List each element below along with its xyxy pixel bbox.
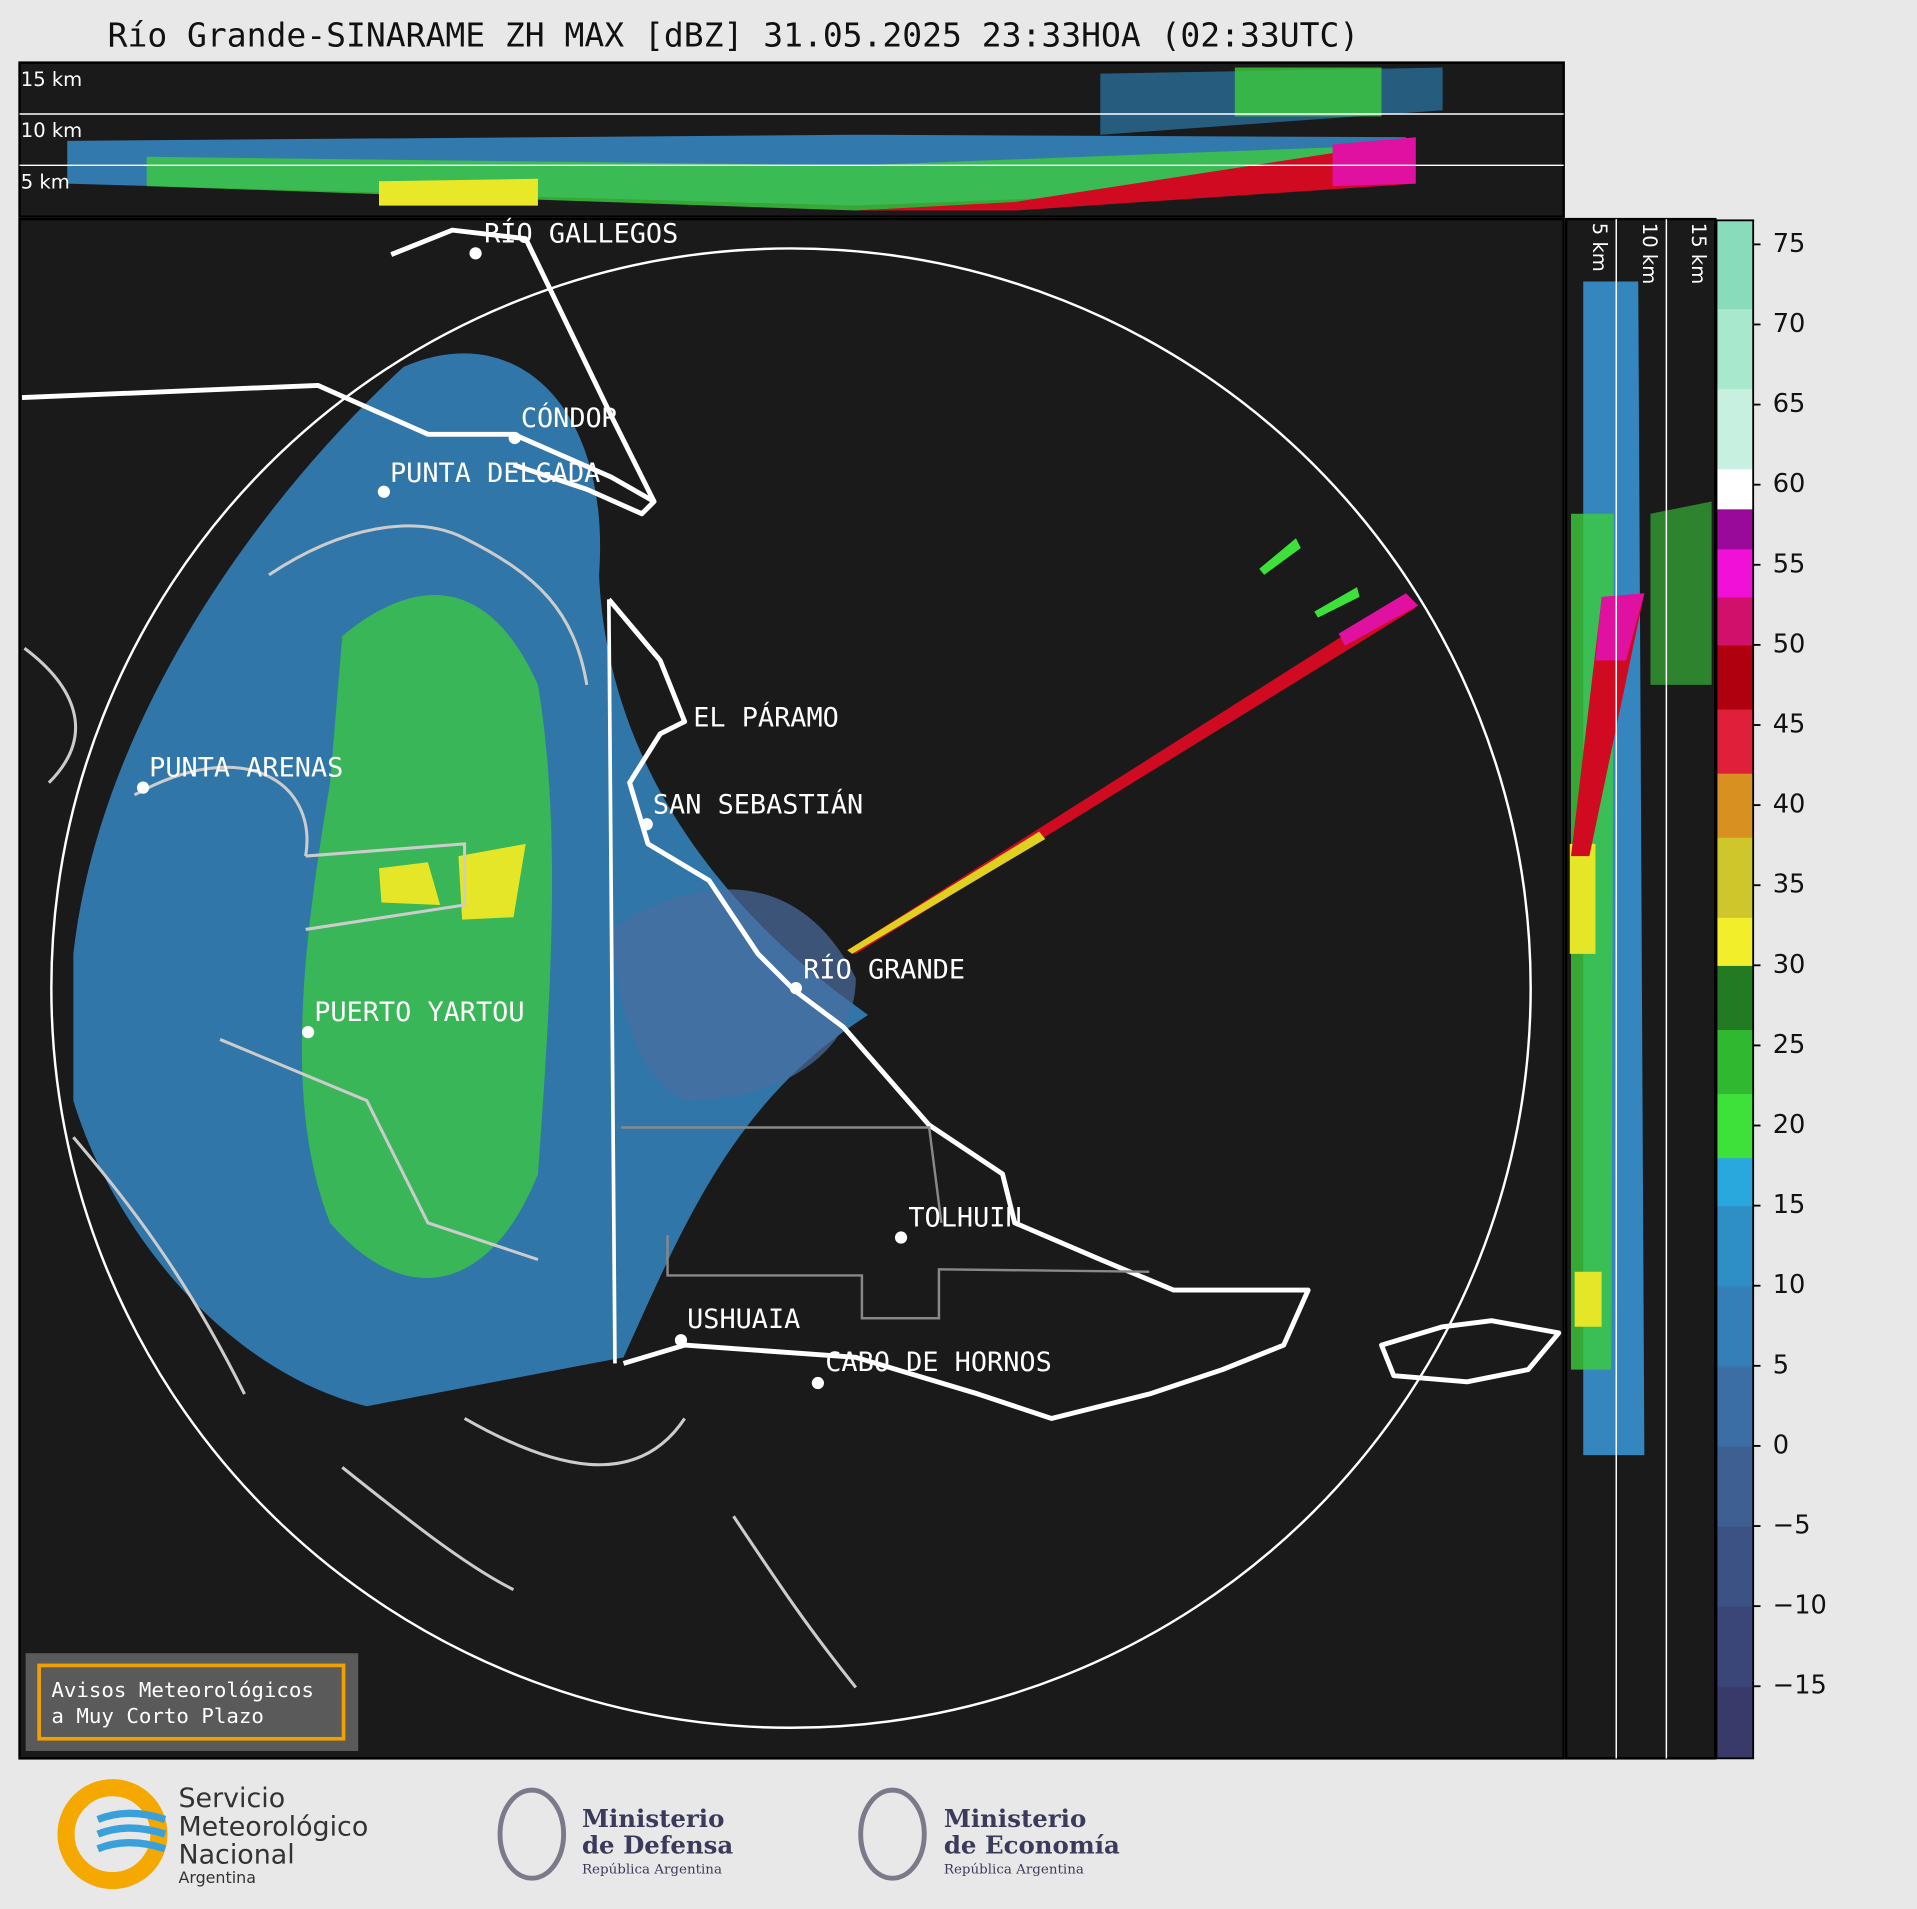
coastline xyxy=(23,524,857,1689)
colorbar-band xyxy=(1716,220,1754,310)
height-label: 15 km xyxy=(21,68,82,91)
boundary xyxy=(621,1126,1150,1320)
colorbar-tick-label: 40 xyxy=(1773,790,1806,820)
city-label: PUERTO YARTOU xyxy=(314,997,524,1028)
colorbar-tick-label: −10 xyxy=(1773,1591,1827,1621)
notice-box xyxy=(25,1653,359,1752)
colorbar-tick-label: 75 xyxy=(1773,229,1806,259)
logo-text: Servicio xyxy=(178,1783,285,1814)
colorbar-band xyxy=(1716,773,1754,838)
echo xyxy=(611,889,856,1101)
colorbar-tick-label: 10 xyxy=(1773,1270,1806,1300)
colorbar-tick-label: 55 xyxy=(1773,549,1806,579)
colorbar-tick-label: 45 xyxy=(1773,709,1806,739)
colorbar-band xyxy=(1716,708,1754,774)
notice-text: Avisos Meteorológicos xyxy=(51,1678,314,1702)
colorbar-band xyxy=(1716,837,1754,918)
echo xyxy=(1259,538,1360,618)
colorbar-band xyxy=(1716,596,1754,646)
colorbar-tick-label: 25 xyxy=(1773,1030,1806,1060)
colorbar-band xyxy=(1716,1029,1754,1095)
colorbar-tick-label: 15 xyxy=(1773,1190,1806,1220)
city-label: EL PÁRAMO xyxy=(693,701,839,733)
city-label: TOLHUIN xyxy=(908,1203,1021,1234)
top-panel: 15 km 10 km 5 km xyxy=(18,61,1565,218)
colorbar-band xyxy=(1716,388,1754,470)
logo-text: de Economía xyxy=(944,1831,1120,1860)
city-label: CÓNDOR xyxy=(521,402,619,434)
colorbar-band xyxy=(1716,468,1754,510)
colorbar-tick-label: 35 xyxy=(1773,870,1806,900)
city-label: PUNTA DELGADA xyxy=(390,458,600,489)
city-markers xyxy=(136,247,908,1390)
colorbar-band xyxy=(1716,1205,1754,1287)
height-label: 5 km xyxy=(1588,223,1611,272)
colorbar-band xyxy=(1716,917,1754,966)
colorbar-tick-label: 5 xyxy=(1773,1350,1789,1380)
colorbar-band xyxy=(1716,644,1754,710)
colorbar-frame xyxy=(1715,219,1755,1760)
colorbar-tick-label: −5 xyxy=(1773,1511,1811,1541)
height-label: 15 km xyxy=(1687,223,1710,284)
colorbar-band xyxy=(1716,508,1754,550)
notice-border xyxy=(37,1663,346,1741)
height-label: 10 km xyxy=(21,119,82,142)
logo-text: Nacional xyxy=(178,1839,294,1870)
colorbar-band xyxy=(1716,308,1754,390)
colorbar-band xyxy=(1716,1606,1754,1687)
echo xyxy=(847,831,1046,954)
logo-text: Meteorológico xyxy=(178,1811,368,1842)
notice-text: a Muy Corto Plazo xyxy=(51,1704,264,1728)
echo xyxy=(301,594,553,1279)
colorbar-tick-label: 70 xyxy=(1773,309,1806,339)
colorbar-tick-label: 65 xyxy=(1773,389,1806,419)
logo-text: Argentina xyxy=(178,1868,255,1887)
coastline xyxy=(21,227,1562,1421)
echo xyxy=(1338,593,1419,646)
map-panel: RÍO GALLEGOS CÓNDOR PUNTA DELGADA EL PÁR… xyxy=(18,217,1565,1760)
colorbar-tick-label: 0 xyxy=(1773,1430,1789,1460)
colorbar-band xyxy=(1716,1093,1754,1159)
title: Río Grande-SINARAME ZH MAX [dBZ] 31.05.2… xyxy=(108,16,1360,55)
colorbar-tick-label: 60 xyxy=(1773,469,1806,499)
city-label: PUNTA ARENAS xyxy=(149,753,343,784)
echo xyxy=(378,843,526,920)
city-label: RÍO GRANDE xyxy=(803,953,965,985)
logo-text: República Argentina xyxy=(582,1862,722,1877)
city-label: CABO DE HORNOS xyxy=(825,1347,1052,1378)
colorbar-band xyxy=(1716,965,1754,1031)
height-label: 5 km xyxy=(21,171,70,194)
colorbar-band xyxy=(1716,1157,1754,1207)
logo-text: República Argentina xyxy=(944,1862,1084,1877)
side-panel: 5 km 10 km 15 km xyxy=(1564,217,1717,1760)
colorbar-tick-label: 30 xyxy=(1773,950,1806,980)
colorbar-band xyxy=(1716,1445,1754,1527)
colorbar-band xyxy=(1716,1365,1754,1447)
city-label: USHUAIA xyxy=(687,1304,800,1335)
range-ring xyxy=(50,247,1532,1730)
logo-text: Ministerio xyxy=(944,1804,1086,1833)
colorbar-tick-label: −15 xyxy=(1773,1671,1827,1701)
colorbar-band xyxy=(1716,1526,1754,1607)
logo-text: Ministerio xyxy=(582,1804,724,1833)
colorbar-tick-label: 50 xyxy=(1773,629,1806,659)
logo-text: de Defensa xyxy=(582,1831,733,1860)
height-label: 10 km xyxy=(1638,223,1661,284)
colorbar-band xyxy=(1716,1285,1754,1367)
logos: Servicio Meteorológico Nacional Argentin… xyxy=(57,1779,1120,1890)
city-label: RÍO GALLEGOS xyxy=(484,217,678,249)
colorbar-tick-label: 20 xyxy=(1773,1110,1806,1140)
city-label: SAN SEBASTIÁN xyxy=(653,788,863,820)
colorbar-band xyxy=(1716,548,1754,598)
colorbar-band xyxy=(1716,1686,1754,1759)
